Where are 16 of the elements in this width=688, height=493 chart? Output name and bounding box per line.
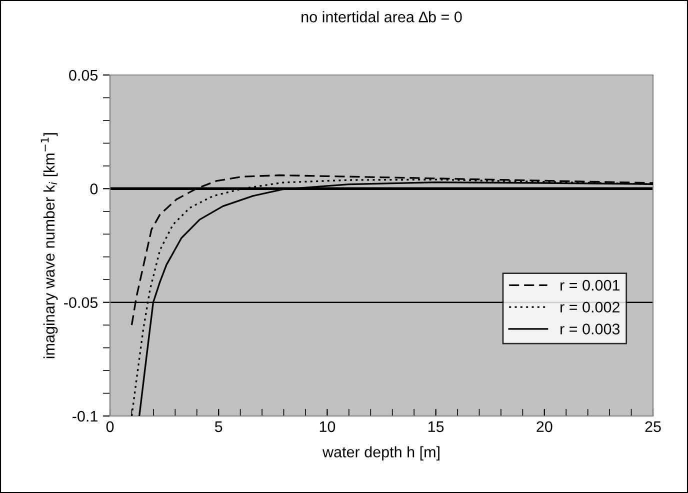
x-tick-label: 10	[320, 421, 336, 432]
y-axis-title: imaginary wave number k$_{i}$ [km$^{−1}$]	[40, 133, 58, 358]
legend-label: r = 0.002	[560, 302, 620, 313]
x-tick-label: 5	[214, 421, 222, 432]
chart-title: no intertidal area ∆b = 0	[302, 11, 462, 22]
x-tick-label: 20	[536, 421, 552, 432]
legend-label: r = 0.001	[560, 280, 620, 291]
x-tick-label: 0	[106, 421, 114, 432]
y-tick-label: -0.05	[64, 297, 98, 308]
y-tick-label: 0.05	[69, 70, 98, 81]
x-tick-label: 25	[645, 421, 661, 432]
x-tick-label: 15	[428, 421, 444, 432]
y-tick-label: -0.1	[72, 410, 98, 422]
y-tick-label: 0	[90, 184, 98, 194]
legend-label: r = 0.003	[560, 324, 620, 334]
x-axis-title: water depth h [m]	[322, 446, 440, 460]
